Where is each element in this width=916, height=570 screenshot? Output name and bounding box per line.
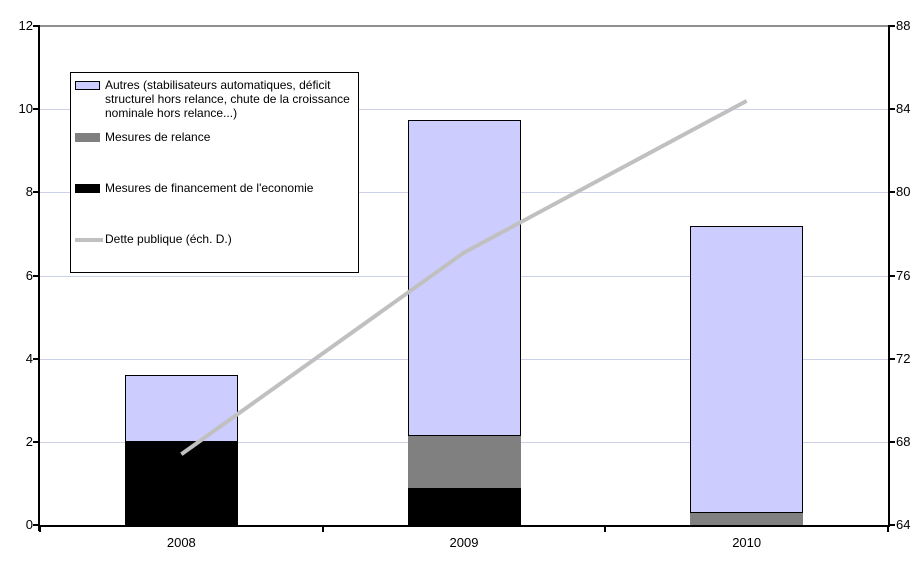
x-axis-label-2008: 2008 [166,535,196,550]
legend-label-mesures-relance: Mesures de relance [105,130,211,144]
y-axis-left-label: 12 [18,18,33,33]
y-axis-right-tick [888,357,895,360]
y-axis-right-label: 72 [896,350,911,366]
legend-swatch-mesures-relance [75,133,100,142]
x-axis-label-2009: 2009 [449,535,479,550]
y-axis-left-label: 2 [25,433,33,449]
y-axis-left-label: 6 [25,267,33,283]
y-axis-left-tick [33,357,40,360]
legend-item-dette-publique: Dette publique (éch. D.) [75,232,361,246]
y-axis-left-tick [33,108,40,111]
x-axis-tick [39,525,41,532]
legend-swatch-mesures-financement [75,184,100,193]
y-axis-right-tick [888,108,895,111]
y-axis-right-line [888,26,890,527]
y-axis-left-tick [33,25,40,27]
bar-segment-2009 [407,435,521,488]
y-axis-right-label: 76 [896,267,911,283]
y-axis-right-label: 84 [896,101,911,117]
bar-segment-2010 [690,225,804,513]
x-axis-tick [604,525,607,532]
y-axis-left-tick [33,440,40,443]
y-axis-left-tick [33,524,40,526]
y-axis-left-tick [33,274,40,277]
y-axis-left-label: 0 [25,517,33,532]
y-axis-right-tick [888,440,895,443]
y-axis-left-tick [33,191,40,194]
legend-item-mesures-financement: Mesures de financement de l'economie [75,181,361,195]
legend-label-mesures-financement: Mesures de financement de l'economie [105,181,314,195]
y-axis-right-tick [888,191,895,194]
y-axis-left-label: 10 [18,101,33,117]
x-axis-label-2010: 2010 [732,535,762,550]
y-axis-right-label: 88 [896,18,911,33]
x-axis-tick [321,525,324,532]
y-axis-right-label: 64 [896,517,911,532]
y-axis-right-tick [888,524,895,526]
y-axis-right-label: 80 [896,184,911,200]
legend-line-swatch-dette-publique [75,238,103,242]
legend-item-autres: Autres (stabilisateurs automatiques, déf… [75,78,361,120]
x-axis-line [38,525,890,527]
y-axis-left-label: 8 [25,184,33,200]
legend-item-mesures-relance: Mesures de relance [75,130,361,144]
legend-swatch-autres [75,81,100,90]
y-axis-left-line [38,26,40,531]
y-axis-right-tick [888,25,895,27]
bar-segment-2008 [124,375,238,442]
y-axis-left-label: 4 [25,350,33,366]
legend-label-dette-publique: Dette publique (éch. D.) [105,232,232,246]
y-axis-right-tick [888,274,895,277]
bar-segment-2010 [690,512,804,525]
y-axis-right-label: 68 [896,433,911,449]
bar-segment-2009 [407,119,521,436]
legend: Autres (stabilisateurs automatiques, déf… [70,72,359,273]
x-axis-tick [887,525,889,532]
bar-segment-2008 [124,441,238,525]
gridline-top [40,25,888,27]
legend-label-autres: Autres (stabilisateurs automatiques, déf… [105,78,350,120]
bar-segment-2009 [407,487,521,525]
